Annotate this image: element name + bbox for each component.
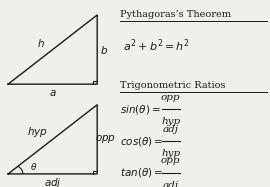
Text: $a$: $a$ — [49, 88, 56, 99]
Text: $b$: $b$ — [100, 44, 108, 56]
Text: $h$: $h$ — [37, 37, 45, 49]
Text: $tan(\theta) =$: $tan(\theta) =$ — [120, 166, 163, 180]
Text: Pythagoras’s Theorem: Pythagoras’s Theorem — [120, 10, 231, 19]
Text: opp: opp — [161, 93, 181, 102]
Text: $sin(\theta) =$: $sin(\theta) =$ — [120, 103, 161, 116]
Text: opp: opp — [161, 156, 181, 165]
Text: hyp: hyp — [161, 117, 180, 126]
Text: $opp$: $opp$ — [95, 133, 116, 145]
Text: $a^2 + b^2 = h^2$: $a^2 + b^2 = h^2$ — [123, 37, 190, 54]
Text: $\theta$: $\theta$ — [30, 161, 38, 171]
Text: adj: adj — [163, 181, 179, 187]
Text: $adj$: $adj$ — [44, 176, 62, 187]
Text: Trigonometric Ratios: Trigonometric Ratios — [120, 81, 226, 90]
Text: adj: adj — [163, 125, 179, 134]
Text: hyp: hyp — [161, 149, 180, 158]
Text: $cos(\theta) =$: $cos(\theta) =$ — [120, 135, 164, 148]
Text: $hyp$: $hyp$ — [27, 125, 48, 139]
